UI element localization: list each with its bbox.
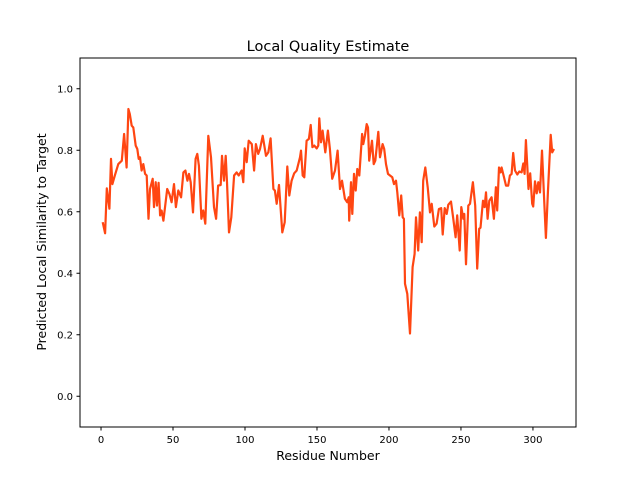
x-tick-label: 300: [523, 435, 542, 446]
y-tick-label: 0.4: [57, 269, 73, 280]
axis-ticks: 0 50 100 150 200 250 300 0.0 0.2 0.4 0.6 0.8 1.0: [57, 84, 542, 446]
y-tick-label: 0.8: [57, 146, 73, 157]
x-tick-label: 50: [167, 435, 180, 446]
x-tick-label: 150: [307, 435, 326, 446]
x-tick-label: 250: [451, 435, 470, 446]
x-tick-label: 200: [379, 435, 398, 446]
x-tick-label: 0: [98, 435, 104, 446]
chart-title: Local Quality Estimate: [247, 39, 410, 55]
y-axis-label: Predicted Local Similarity to Target: [34, 133, 49, 350]
y-tick-label: 0.2: [57, 330, 73, 341]
plot-frame: [79, 57, 577, 428]
y-tick-label: 0.0: [57, 392, 73, 403]
x-tick-label: 100: [235, 435, 254, 446]
y-tick-label: 0.6: [57, 207, 73, 218]
y-tick-label: 1.0: [57, 84, 73, 95]
x-axis-label: Residue Number: [276, 448, 380, 463]
series-line-local-quality: [101, 107, 555, 335]
